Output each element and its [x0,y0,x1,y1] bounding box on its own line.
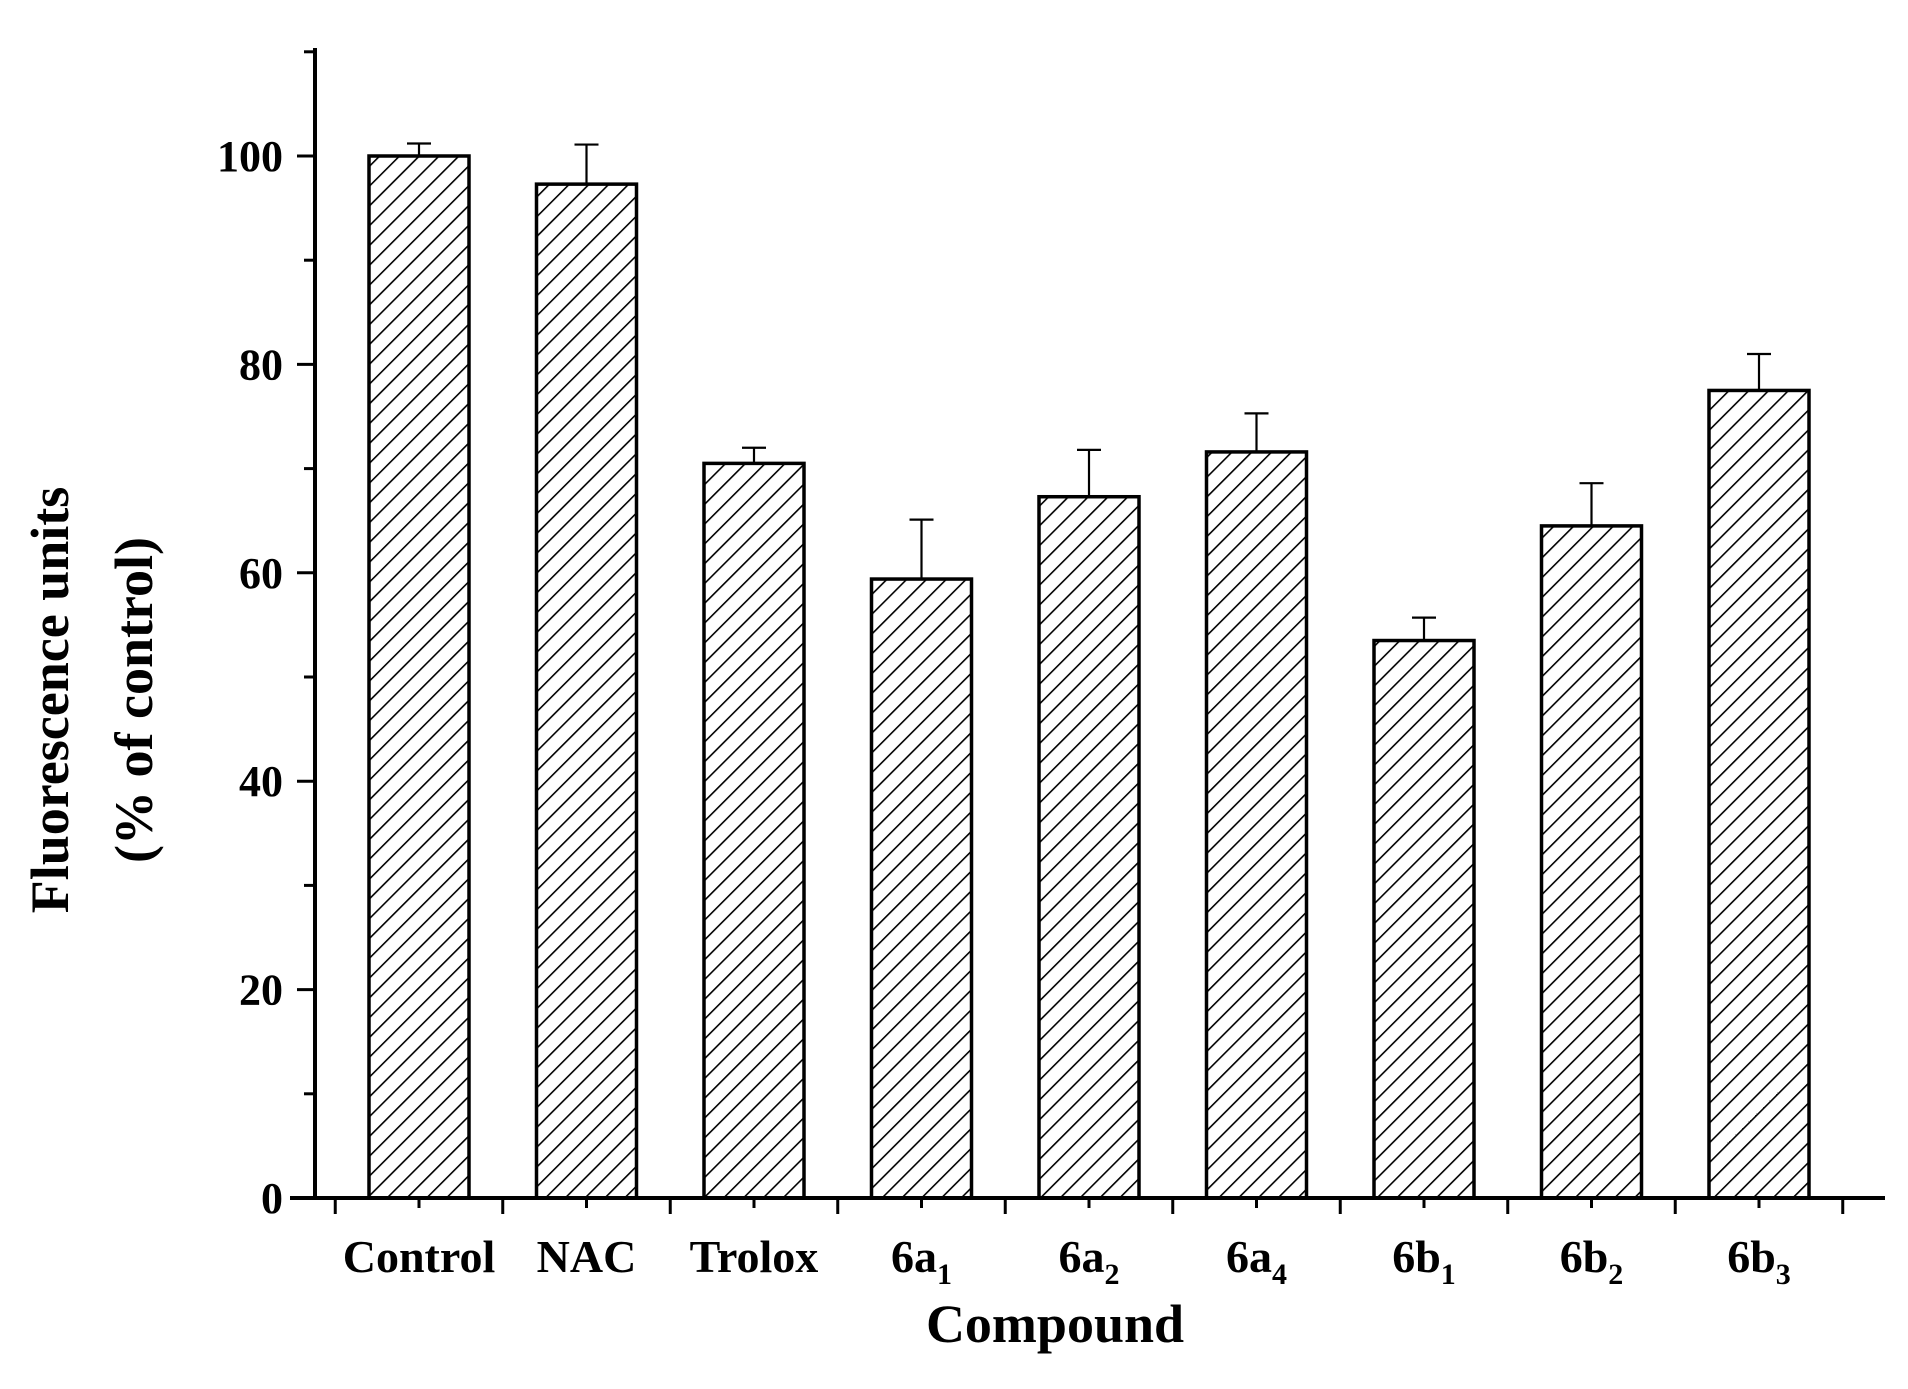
plot-area: 0 20 40 60 80 100 Control NAC Trolox 6a1 6a2 6a4 6b1… [217,48,1885,1291]
x-tick-label-8: 6b3 [1727,1231,1791,1291]
bar-6 [1372,638,1476,1200]
bar-2 [702,461,806,1200]
x-tick-label-3: 6a1 [891,1231,952,1291]
y-tick-label-0: 0 [261,1174,283,1223]
bar-7 [1539,524,1644,1200]
x-tick-label-5: 6a4 [1226,1231,1287,1291]
x-tick-label-2: Trolox [690,1231,819,1282]
y-axis-title-line-1: Fluorescence units [20,487,80,913]
y-axis-title: Fluorescence units (% of control) [20,487,164,913]
bar-5 [1204,450,1309,1200]
y-tick-label-5: 100 [217,132,283,181]
bar-1 [534,182,639,1200]
y-tick-label-1: 20 [239,966,283,1015]
bar-3 [869,577,974,1200]
x-tick-label-6: 6b1 [1392,1231,1456,1291]
bar-8 [1707,388,1811,1200]
y-tick-label-3: 60 [239,549,283,598]
y-axis-title-line-2: (% of control) [104,537,164,863]
y-tick-label-4: 80 [239,340,283,389]
x-axis-title: Compound [926,1294,1184,1354]
x-tick-label-7: 6b2 [1560,1231,1624,1291]
x-tick-label-1: NAC [537,1231,637,1282]
y-tick-label-2: 40 [239,757,283,806]
x-tick-label-0: Control [343,1231,496,1282]
bar-4 [1037,494,1141,1200]
x-tick-label-4: 6a2 [1059,1231,1120,1291]
bar-0 [367,154,471,1200]
